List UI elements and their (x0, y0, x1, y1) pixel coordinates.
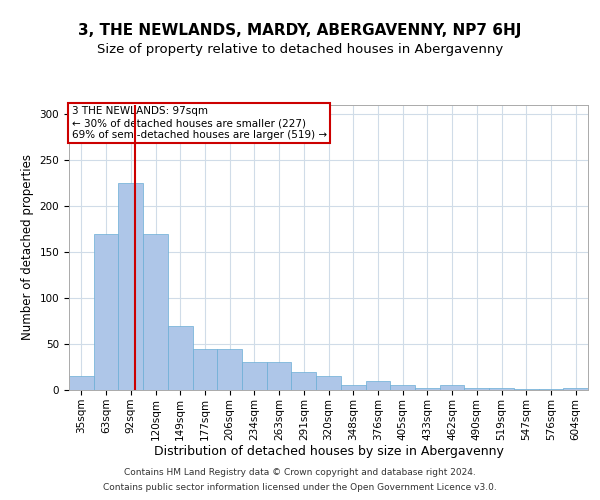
Bar (390, 386, 415, 390)
Text: 3, THE NEWLANDS, MARDY, ABERGAVENNY, NP7 6HJ: 3, THE NEWLANDS, MARDY, ABERGAVENNY, NP7… (79, 22, 521, 38)
Bar (316, 376, 341, 390)
Bar (440, 386, 464, 390)
Text: Size of property relative to detached houses in Abergavenny: Size of property relative to detached ho… (97, 42, 503, 56)
Text: 3 THE NEWLANDS: 97sqm
← 30% of detached houses are smaller (227)
69% of semi-det: 3 THE NEWLANDS: 97sqm ← 30% of detached … (71, 106, 327, 140)
Bar (143, 234, 168, 390)
Bar (514, 389, 539, 390)
Bar (193, 348, 217, 390)
Bar (217, 348, 242, 390)
Bar (118, 183, 143, 390)
Bar (563, 388, 588, 390)
Bar (464, 388, 489, 390)
Bar (341, 386, 365, 390)
Bar (69, 376, 94, 390)
X-axis label: Distribution of detached houses by size in Abergavenny: Distribution of detached houses by size … (154, 446, 503, 458)
Text: Contains public sector information licensed under the Open Government Licence v3: Contains public sector information licen… (103, 483, 497, 492)
Bar (168, 326, 193, 390)
Bar (292, 372, 316, 390)
Bar (415, 388, 440, 390)
Bar (94, 234, 118, 390)
Bar (539, 389, 563, 390)
Bar (267, 362, 292, 390)
Bar (489, 388, 514, 390)
Y-axis label: Number of detached properties: Number of detached properties (21, 154, 34, 340)
Bar (242, 362, 267, 390)
Text: Contains HM Land Registry data © Crown copyright and database right 2024.: Contains HM Land Registry data © Crown c… (124, 468, 476, 477)
Bar (365, 381, 390, 390)
